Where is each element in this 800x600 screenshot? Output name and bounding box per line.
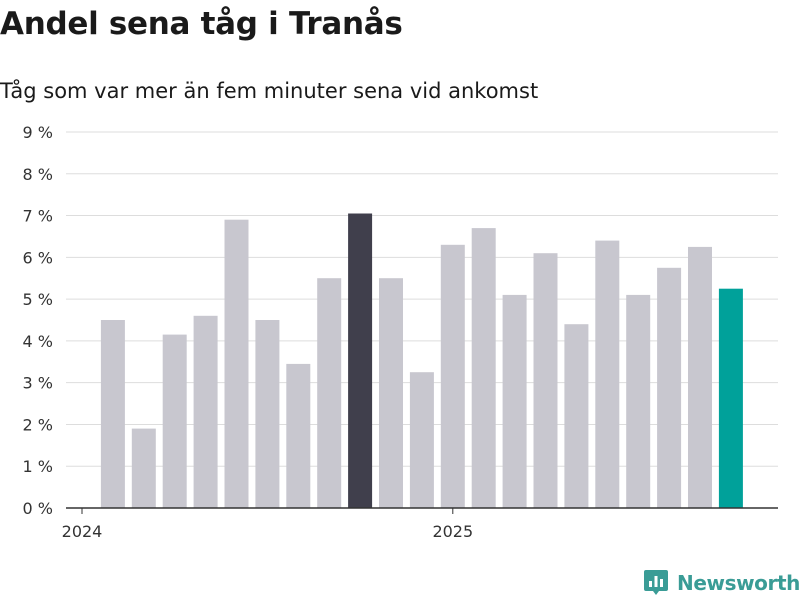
chart-title: Andel sena tåg i Tranås xyxy=(0,6,403,42)
bar-2024-05 xyxy=(193,315,218,508)
y-tick-label: 8 % xyxy=(23,165,53,184)
bar-2025-07 xyxy=(626,294,651,508)
bar-2024-06 xyxy=(224,219,249,508)
y-tick-label: 5 % xyxy=(23,290,53,309)
bar-2025-01 xyxy=(440,244,465,509)
bar-2025-08 xyxy=(657,267,682,508)
x-axis: 2024 2025 xyxy=(62,507,778,541)
y-tick-label: 4 % xyxy=(23,332,53,351)
y-tick-label: 0 % xyxy=(23,499,53,518)
newsworthy-logo-icon xyxy=(644,570,668,595)
y-tick-label: 1 % xyxy=(23,457,53,476)
bar-2024-09 xyxy=(317,278,342,508)
y-tick-label: 2 % xyxy=(23,415,53,434)
bar-2025-03 xyxy=(502,294,527,508)
bar-2025-04 xyxy=(533,253,558,508)
bar-2025-05 xyxy=(564,324,589,508)
y-tick-label: 6 % xyxy=(23,248,53,267)
bar-2024-11 xyxy=(379,278,403,508)
bar-2024-10 xyxy=(348,213,373,508)
bar-2024-02 xyxy=(100,320,125,508)
bar-2024-03 xyxy=(131,428,156,508)
bars xyxy=(100,213,743,509)
x-tick-label: 2024 xyxy=(62,522,103,541)
bar-2024-04 xyxy=(162,334,187,508)
bar-2025-06 xyxy=(595,240,620,508)
bar-2024-12 xyxy=(409,372,434,508)
newsworthy-brand: Newsworthy xyxy=(644,570,800,596)
y-tick-label: 3 % xyxy=(23,374,53,393)
chart-subtitle: Tåg som var mer än fem minuter sena vid … xyxy=(0,79,539,103)
bar-2025-02 xyxy=(471,228,496,508)
x-tick-label: 2025 xyxy=(432,522,473,541)
brand-name: Newsworthy xyxy=(677,571,800,595)
y-tick-label: 7 % xyxy=(23,207,53,226)
y-axis-ticks: 0 % 1 % 2 % 3 % 4 % 5 % 6 % 7 % 8 % 9 % xyxy=(23,123,53,518)
bar-2024-07 xyxy=(255,320,280,508)
bar-2025-09 xyxy=(688,246,712,508)
y-tick-label: 9 % xyxy=(23,123,53,142)
bar-2024-08 xyxy=(286,363,311,508)
bar-2025-10 xyxy=(718,288,743,508)
